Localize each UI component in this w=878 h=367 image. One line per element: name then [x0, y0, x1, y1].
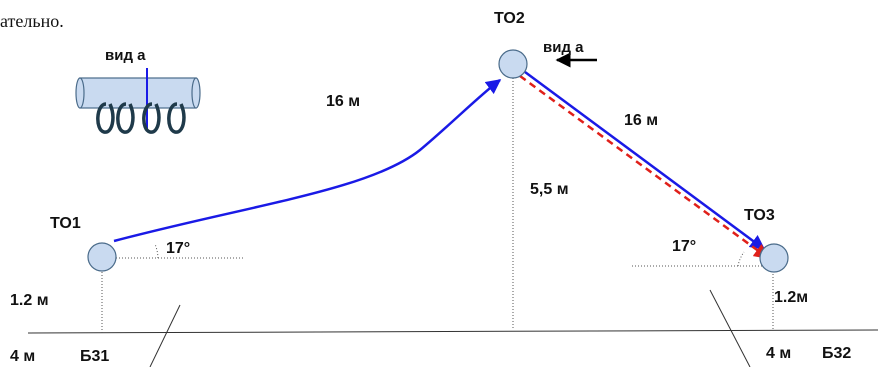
- node-label-to1: ТО1: [50, 215, 81, 232]
- right-angle-arc: [737, 251, 745, 267]
- view-label-left: вид а: [105, 47, 146, 64]
- header-text-fragment: ательно.: [0, 11, 64, 31]
- carabiner-icon: [142, 102, 161, 134]
- base-left: Б31: [80, 348, 109, 365]
- node-to3: [759, 243, 789, 273]
- ground-line: [27, 329, 878, 334]
- view-label-right: вид а: [543, 39, 584, 56]
- distance-right-height: 1.2м: [774, 289, 808, 306]
- base-right: Б32: [822, 345, 851, 362]
- distance-mid-height: 5,5 м: [530, 181, 569, 198]
- left-slope-line: [149, 304, 181, 367]
- carabiner-icon: [116, 102, 135, 134]
- right-red-dashed-line: [519, 74, 770, 260]
- distance-left-span: 16 м: [326, 93, 360, 110]
- right-slope-line: [709, 289, 751, 367]
- left-rope-curve: [113, 79, 502, 243]
- node-label-to2: ТО2: [494, 10, 525, 27]
- left-angle-arc: [154, 243, 159, 259]
- carabiner-icon: [167, 102, 186, 134]
- distance-right-bottom: 4 м: [766, 345, 791, 362]
- distance-left-bottom: 4 м: [10, 348, 35, 365]
- angle-right: 17°: [672, 238, 696, 255]
- node-to1: [87, 242, 117, 272]
- distance-left-height: 1.2 м: [10, 292, 49, 309]
- carabiner-icon: [96, 102, 115, 134]
- node-to2: [498, 49, 528, 79]
- pipe-carabiner-detail: [75, 68, 201, 134]
- node-label-to3: ТО3: [744, 207, 775, 224]
- right-rope-line: [524, 70, 766, 251]
- distance-right-span: 16 м: [624, 112, 658, 129]
- angle-left: 17°: [166, 240, 190, 257]
